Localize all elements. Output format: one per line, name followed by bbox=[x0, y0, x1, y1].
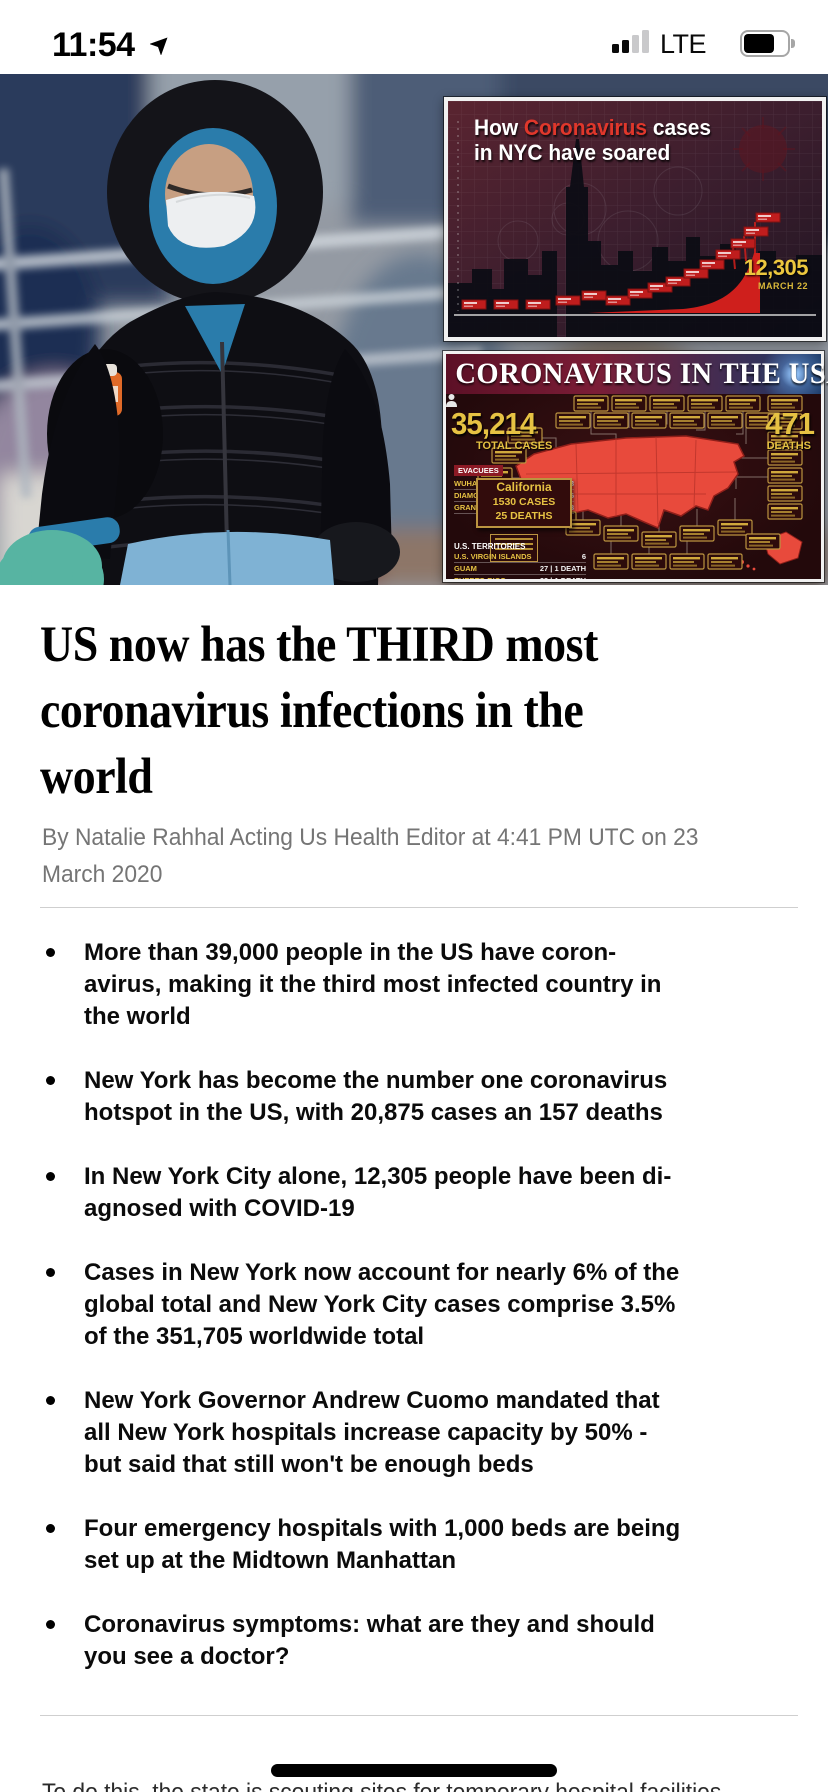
bullet-text-line: New York Governor Andrew Cuomo mandated … bbox=[84, 1387, 660, 1414]
grand-princess-box bbox=[490, 534, 538, 562]
bullet-text-line: Cases in New York now account for nearly… bbox=[84, 1259, 680, 1286]
bullet-icon bbox=[46, 1076, 55, 1085]
hero-image[interactable]: How Coronavirus cases in NYC have soared… bbox=[0, 74, 828, 585]
signal-strength-icon bbox=[612, 30, 649, 53]
divider bbox=[40, 1715, 798, 1716]
bullet-text-line: avirus, making it the third most infecte… bbox=[84, 971, 662, 998]
status-time: 11:54 bbox=[52, 26, 135, 64]
location-arrow-icon bbox=[150, 37, 168, 55]
bullet-text-line: but said that still won't be enough beds bbox=[84, 1451, 534, 1478]
bullet-text-line: More than 39,000 people in the US have c… bbox=[84, 939, 617, 966]
home-indicator[interactable] bbox=[271, 1764, 557, 1777]
bullet-text-line: of the 351,705 worldwide total bbox=[84, 1323, 425, 1350]
bullet-text-line: Coronavirus symptoms: what are they and … bbox=[84, 1611, 655, 1638]
bullet-text-line: In New York City alone, 12,305 people ha… bbox=[84, 1163, 672, 1190]
territories-row: U.S. VIRGIN ISLANDS 6 bbox=[454, 552, 586, 563]
article-headline: US now has the THIRD most coronavirus in… bbox=[40, 612, 810, 810]
usa-deaths-label: DEATHS bbox=[766, 440, 811, 452]
nyc-cases-chart: How Coronavirus cases in NYC have soared… bbox=[444, 97, 826, 341]
bullet-icon bbox=[46, 1268, 55, 1277]
territories-panel: U.S. TERRITORIES U.S. VIRGIN ISLANDS 6 GU… bbox=[454, 542, 586, 579]
teal-glove bbox=[0, 530, 104, 585]
bullet-text-line: set up at the Midtown Manhattan bbox=[84, 1547, 456, 1574]
list-item: In New York City alone, 12,305 people ha… bbox=[44, 1161, 804, 1225]
nyc-peak-date: MARCH 22 bbox=[757, 281, 808, 291]
battery-icon bbox=[740, 30, 795, 57]
bullet-icon bbox=[46, 1396, 55, 1405]
california-cases: 1530 CASES bbox=[492, 496, 556, 508]
divider bbox=[40, 907, 798, 908]
bullet-text-line: all New York hospitals increase capacity… bbox=[84, 1419, 648, 1446]
list-item: Four emergency hospitals with 1,000 beds… bbox=[44, 1513, 804, 1577]
byline-line: March 2020 bbox=[42, 861, 163, 888]
article-byline: By Natalie Rahhal Acting Us Health Edito… bbox=[42, 819, 733, 893]
territories-row: PUERTO RICO23 | 1 DEATH bbox=[454, 575, 586, 579]
person-figure bbox=[0, 80, 400, 585]
list-item: New York Governor Andrew Cuomo mandated … bbox=[44, 1385, 804, 1481]
list-item: More than 39,000 people in the US have c… bbox=[44, 937, 804, 1033]
headline-line: US now has the THIRD most bbox=[40, 617, 598, 673]
nyc-title-line2: in NYC have soared bbox=[474, 140, 671, 165]
bullet-text-line: Four emergency hospitals with 1,000 beds… bbox=[84, 1515, 681, 1542]
usa-infographic-title: CORONAVIRUS IN THE USA bbox=[455, 357, 828, 390]
usa-total-cases: 35,214 bbox=[451, 406, 536, 441]
california-callout: California 1530 CASES 25 DEATHS bbox=[476, 478, 572, 528]
network-type-label: LTE bbox=[660, 29, 707, 59]
bullet-icon bbox=[46, 1172, 55, 1181]
bullet-text-line: hotspot in the US, with 20,875 cases an … bbox=[84, 1099, 663, 1126]
nyc-title-line1: How Coronavirus cases bbox=[474, 115, 711, 140]
headline-line: coronavirus infections in the bbox=[40, 683, 584, 739]
status-bar: 11:54 LTE bbox=[0, 0, 828, 74]
bullet-text-line: the world bbox=[84, 1003, 191, 1030]
byline-line: By Natalie Rahhal Acting Us Health Edito… bbox=[42, 824, 699, 851]
rising-cases-area bbox=[588, 253, 760, 313]
list-item: New York has become the number one coron… bbox=[44, 1065, 804, 1129]
california-name: California bbox=[496, 480, 552, 494]
bullet-text-line: you see a doctor? bbox=[84, 1643, 290, 1670]
headline-line: world bbox=[40, 749, 153, 805]
territories-title: U.S. TERRITORIES bbox=[454, 542, 526, 551]
list-item: Cases in New York now account for nearly… bbox=[44, 1257, 804, 1353]
usa-deaths: 471 bbox=[765, 406, 815, 441]
article-body-clipped: To do this, the state is scouting sites … bbox=[42, 1779, 721, 1792]
bullet-text-line: New York has become the number one coron… bbox=[84, 1067, 668, 1094]
battery-fill bbox=[744, 34, 774, 53]
battery-nub bbox=[791, 39, 795, 48]
bullet-text-line: agnosed with COVID-19 bbox=[84, 1195, 355, 1222]
bullet-text-line: global total and New York City cases com… bbox=[84, 1291, 676, 1318]
bullet-icon bbox=[46, 1524, 55, 1533]
usa-infographic-header: CORONAVIRUS IN THE USA bbox=[446, 354, 828, 394]
list-item: Coronavirus symptoms: what are they and … bbox=[44, 1609, 804, 1673]
nyc-peak-value: 12,305 bbox=[743, 255, 809, 280]
nyc-chart-title: How Coronavirus cases in NYC have soared bbox=[474, 115, 711, 165]
evacuees-title: EVACUEES bbox=[454, 465, 503, 476]
usa-map-infographic: CORONAVIRUS IN THE USA bbox=[443, 351, 828, 582]
bullet-icon bbox=[46, 1620, 55, 1629]
territories-row: GUAM 27 | 1 DEATH bbox=[454, 564, 586, 575]
california-deaths: 25 DEATHS bbox=[495, 510, 553, 522]
key-points-list: More than 39,000 people in the US have c… bbox=[44, 937, 804, 1705]
nyc-peak-callout: 12,305 MARCH 22 bbox=[743, 255, 809, 291]
nyc-chart-graphic bbox=[448, 101, 822, 337]
usa-total-cases-label: TOTAL CASES bbox=[476, 440, 553, 452]
person-icon bbox=[446, 394, 457, 407]
usa-infographic-body: 35,214 TOTAL CASES 471 DEATHS EVACUEES W… bbox=[446, 394, 821, 579]
bullet-icon bbox=[46, 948, 55, 957]
